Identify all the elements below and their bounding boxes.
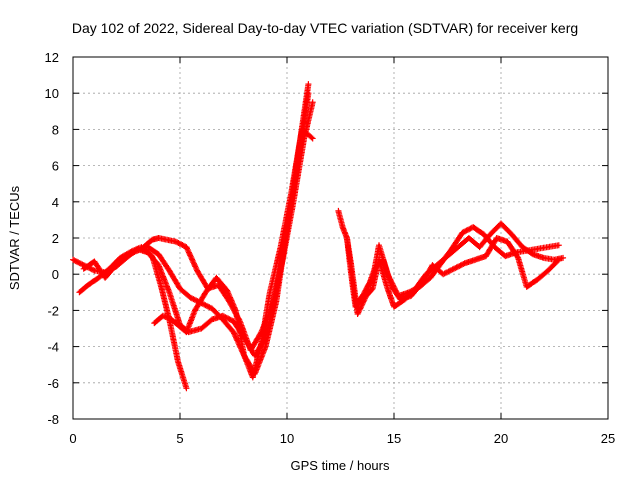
y-tick-label: -8	[47, 412, 59, 427]
plus-markers	[80, 90, 312, 377]
series-track-8	[354, 235, 562, 305]
y-tick-label: -2	[47, 303, 59, 318]
plus-markers	[151, 126, 316, 381]
chart-title: Day 102 of 2022, Sidereal Day-to-day VTE…	[72, 20, 578, 36]
y-tick-label: 6	[52, 159, 59, 174]
y-tick-label: 2	[52, 231, 59, 246]
y-tick-label: -4	[47, 340, 59, 355]
y-tick-label: 8	[52, 122, 59, 137]
x-tick-label: 10	[280, 431, 294, 446]
x-tick-label: 25	[601, 431, 615, 446]
y-tick-label: -6	[47, 376, 59, 391]
y-tick-label: 4	[52, 195, 59, 210]
y-tick-label: 12	[45, 50, 59, 65]
series-track-3	[80, 90, 312, 377]
series-track-5	[151, 126, 316, 381]
x-tick-label: 20	[494, 431, 508, 446]
grid-lines	[73, 57, 608, 419]
y-axis-label: SDTVAR / TECUs	[7, 185, 22, 290]
x-tick-label: 15	[387, 431, 401, 446]
x-tick-label: 0	[69, 431, 76, 446]
data-marks	[70, 81, 567, 392]
x-axis-label: GPS time / hours	[291, 458, 390, 473]
plus-markers	[354, 235, 562, 305]
y-tick-label: 0	[52, 267, 59, 282]
y-tick-label: 10	[45, 86, 59, 101]
x-tick-label: 5	[176, 431, 183, 446]
axis-ticks: 0 5 10 15 20 25 -8 -6 -4 -2 0 2 4 6 8 10 12	[45, 50, 616, 446]
